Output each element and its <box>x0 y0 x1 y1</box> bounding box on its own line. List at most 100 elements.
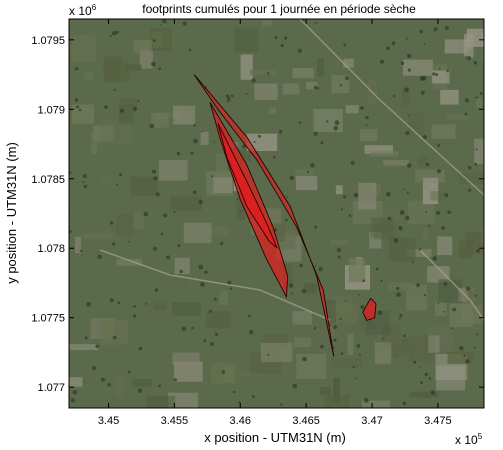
terrain-tree <box>158 67 162 70</box>
terrain-tree <box>404 87 410 93</box>
terrain-patch <box>335 185 343 195</box>
terrain-tree <box>344 76 349 81</box>
terrain-tree <box>69 229 72 233</box>
terrain-tree <box>160 232 164 236</box>
terrain-patch <box>360 319 375 330</box>
terrain-patch <box>236 197 246 221</box>
terrain-tree <box>82 181 85 184</box>
terrain-tree <box>364 398 369 403</box>
terrain-patch <box>296 353 327 379</box>
terrain-patch <box>233 27 258 53</box>
terrain-tree <box>117 301 121 305</box>
terrain-patch <box>381 324 401 349</box>
terrain-tree <box>343 195 347 199</box>
terrain-patch <box>173 105 196 125</box>
terrain-tree <box>242 144 246 149</box>
terrain-patch <box>69 377 83 387</box>
terrain-tree <box>151 61 156 67</box>
terrain-patch <box>152 31 163 48</box>
terrain-tree <box>127 370 131 374</box>
terrain-patch <box>133 39 152 53</box>
terrain-tree <box>69 171 72 174</box>
terrain-tree <box>408 114 410 117</box>
terrain-tree <box>257 134 261 138</box>
terrain-tree <box>285 218 288 222</box>
terrain-tree <box>190 151 194 155</box>
terrain-tree <box>433 27 438 32</box>
terrain-patch <box>437 236 453 256</box>
terrain-tree <box>400 61 405 65</box>
terrain-tree <box>239 210 242 213</box>
terrain-tree <box>459 346 464 351</box>
chart-title: footprints cumulés pour 1 journée en pér… <box>142 2 416 16</box>
terrain-patch <box>458 287 469 302</box>
terrain-track <box>299 19 484 196</box>
terrain-tree <box>289 283 294 288</box>
terrain-tree <box>432 256 438 261</box>
terrain-patch <box>139 49 153 69</box>
terrain-tree <box>399 210 405 215</box>
terrain-tree <box>443 281 448 286</box>
terrain-tree <box>188 48 192 52</box>
terrain-tree <box>432 72 436 76</box>
terrain-patch <box>328 313 335 337</box>
y-tick-label: 1.0785 <box>31 174 65 186</box>
terrain-patch <box>402 85 410 107</box>
terrain-tree <box>201 131 203 133</box>
terrain-patch <box>90 130 98 154</box>
terrain-tree <box>379 59 385 64</box>
terrain-tree <box>403 334 406 338</box>
terrain-tree <box>375 267 379 271</box>
terrain-tree <box>313 327 316 330</box>
terrain-tree <box>336 247 341 253</box>
terrain-patch <box>268 107 276 114</box>
terrain-patch <box>313 109 343 133</box>
terrain-tree <box>337 255 341 259</box>
terrain-tree <box>377 310 383 316</box>
terrain-patch <box>293 337 312 348</box>
terrain-tree <box>291 292 294 295</box>
terrain-tree <box>208 309 212 313</box>
terrain-tree <box>424 372 428 377</box>
terrain-tree <box>314 225 318 229</box>
terrain-patch <box>388 237 416 262</box>
terrain-tree <box>416 283 420 287</box>
terrain-tree <box>203 339 207 343</box>
terrain-tree <box>267 353 270 356</box>
terrain-tree <box>153 246 157 251</box>
terrain-patch <box>101 177 112 184</box>
plot-frame <box>68 18 485 409</box>
terrain-tree <box>152 39 156 42</box>
terrain-tree <box>353 192 359 198</box>
terrain-tree <box>210 342 214 346</box>
terrain-tree <box>406 37 409 40</box>
terrain-tree <box>391 41 396 46</box>
terrain-tree <box>438 67 441 70</box>
terrain-tree <box>113 88 116 92</box>
terrain-tree <box>320 344 324 349</box>
terrain-tree <box>299 263 304 268</box>
terrain-patch <box>93 125 114 142</box>
terrain-tree <box>393 94 396 98</box>
terrain-tree <box>464 98 470 103</box>
terrain-tree <box>419 76 425 81</box>
terrain-patch <box>393 345 402 358</box>
terrain-tree <box>280 403 283 406</box>
terrain-patch <box>463 34 474 58</box>
y-tick-label: 1.079 <box>37 104 65 116</box>
terrain-tree <box>358 294 361 296</box>
terrain-patch <box>383 160 409 166</box>
terrain-tree <box>227 280 232 285</box>
terrain-tree <box>75 67 79 71</box>
terrain-tree <box>340 208 343 211</box>
terrain-tree <box>116 183 118 186</box>
terrain-patch <box>317 58 325 77</box>
terrain-tree <box>318 266 324 272</box>
terrain-tree <box>314 265 317 268</box>
y-tick-label: 1.077 <box>37 382 65 394</box>
terrain-patch <box>370 151 399 157</box>
terrain-tree <box>249 330 254 335</box>
terrain-tree <box>386 46 390 51</box>
terrain-tree <box>154 288 159 292</box>
terrain-tree <box>162 19 167 24</box>
